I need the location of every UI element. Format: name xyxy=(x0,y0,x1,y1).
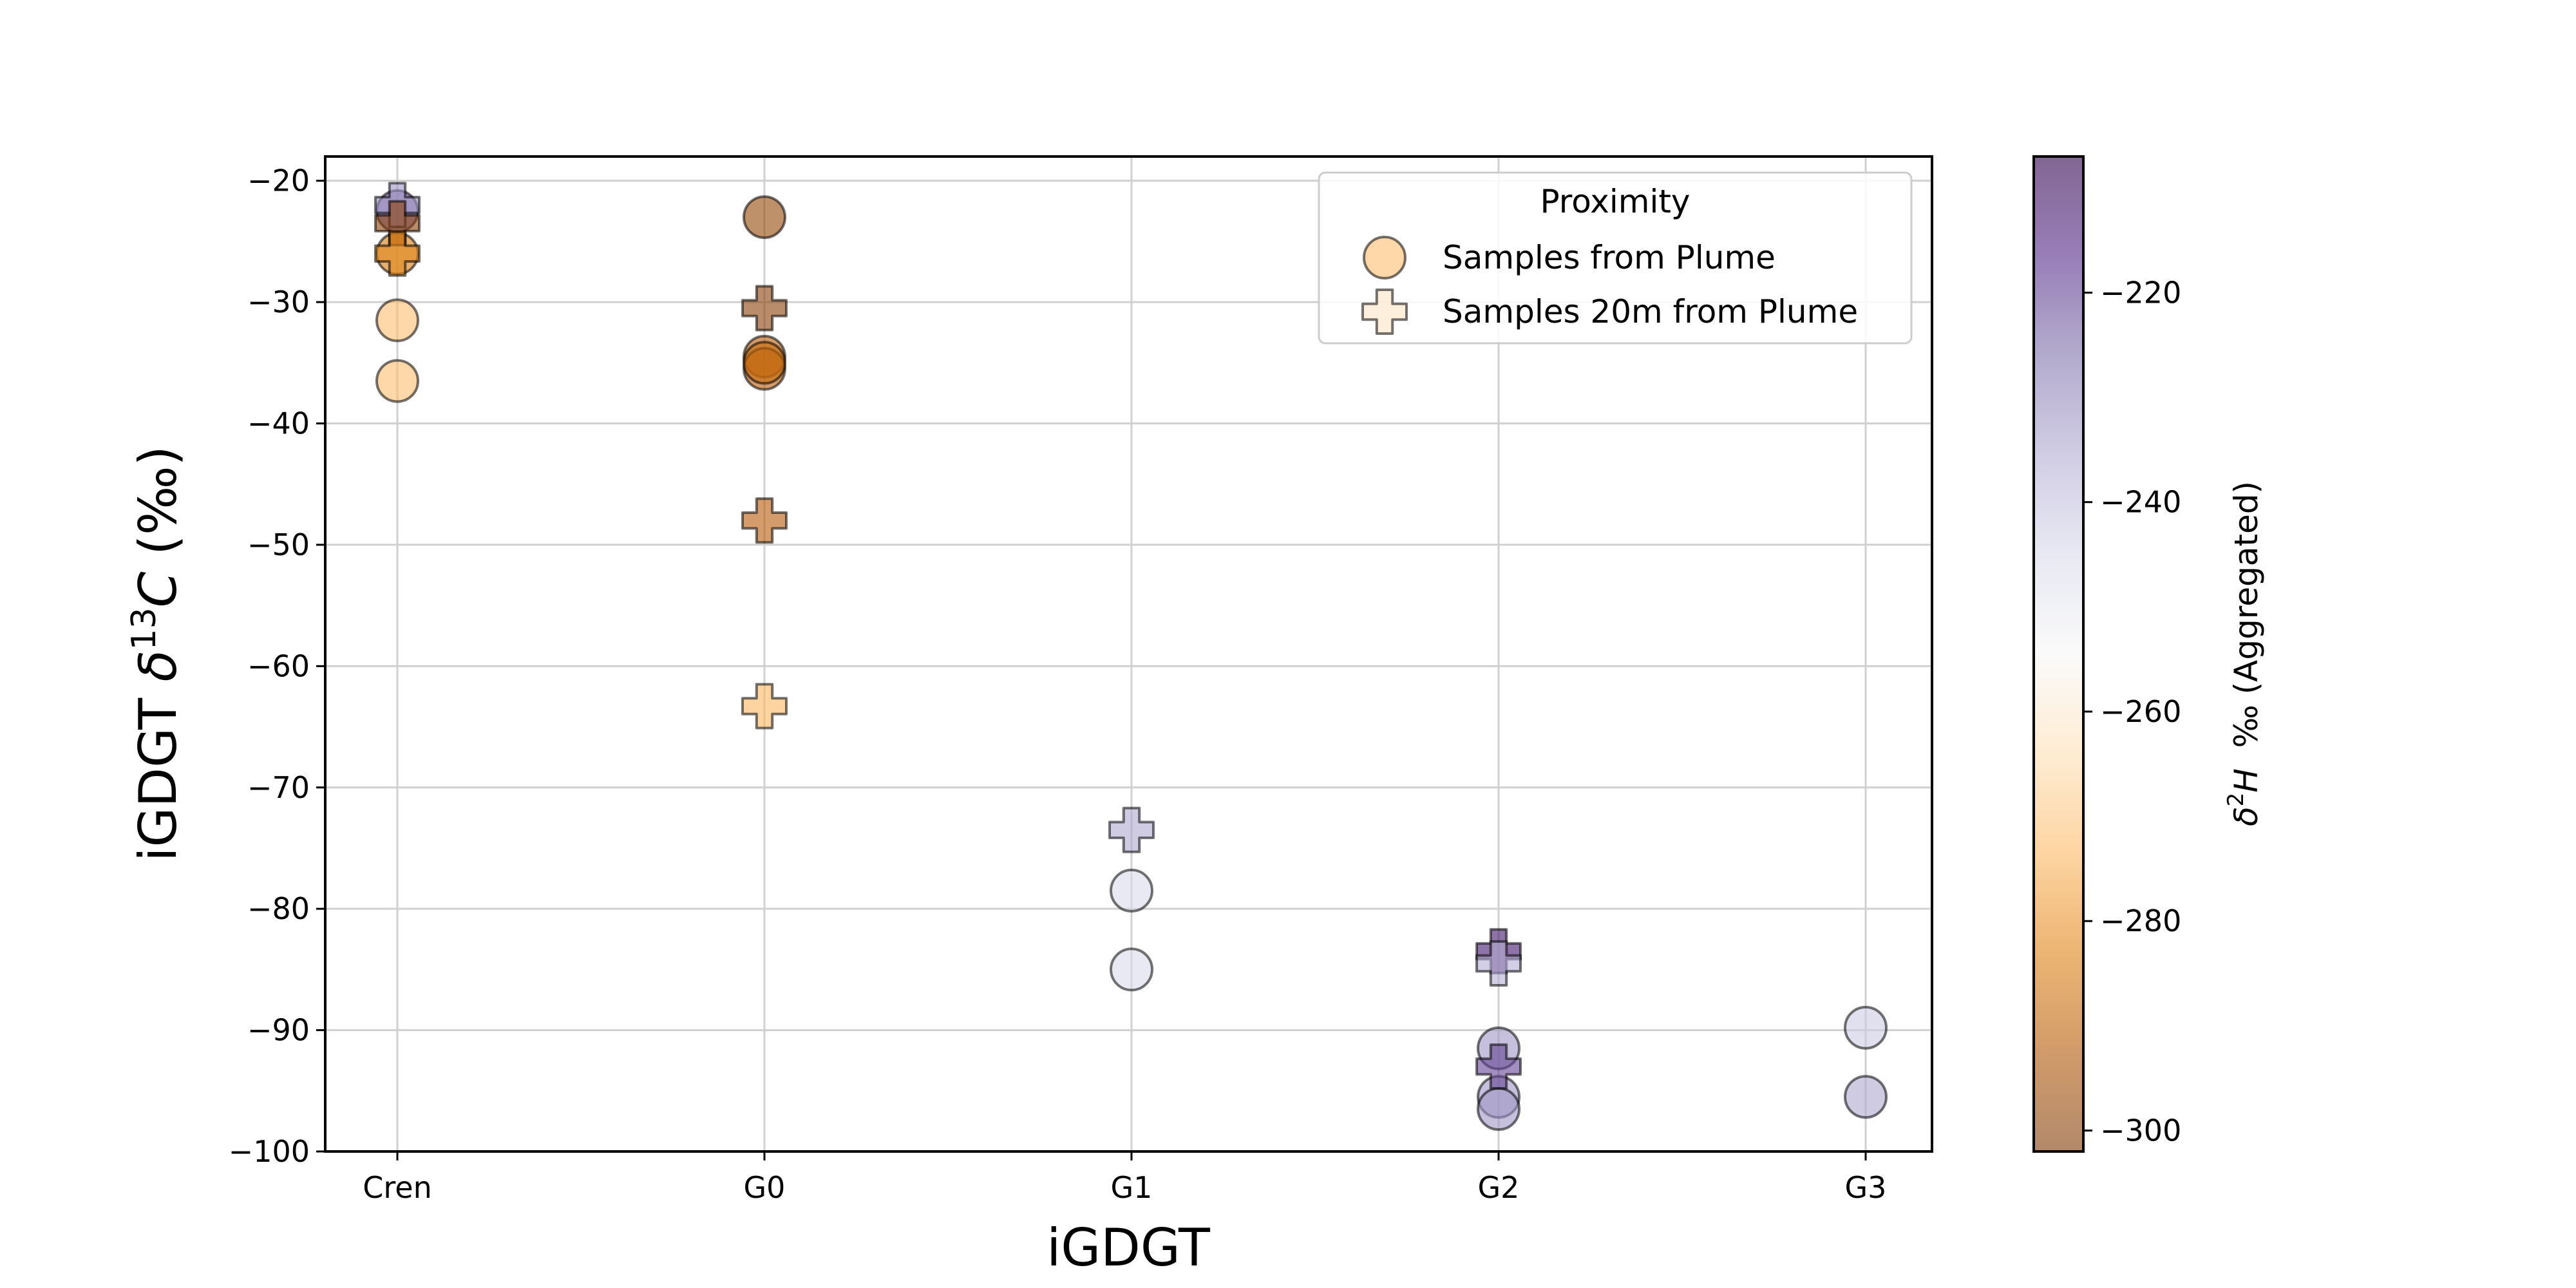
colorbar-tick-label: −300 xyxy=(2100,1113,2181,1148)
colorbar-tick-label: −220 xyxy=(2100,275,2181,310)
legend-box xyxy=(1318,171,1913,345)
y-tick-label: −90 xyxy=(247,1013,310,1048)
y-tick-label: −70 xyxy=(247,770,310,805)
plume-sample-point xyxy=(1844,1075,1888,1119)
plume-sample-point xyxy=(743,341,786,385)
plume-sample-point xyxy=(1477,1087,1520,1132)
plume-sample-point xyxy=(1844,1005,1888,1050)
x-tick-label: G0 xyxy=(744,1170,786,1205)
y-axis-title: iGDGT δ13C (‰) xyxy=(125,446,188,861)
y-tick-label: −30 xyxy=(247,285,310,319)
y-tick-label: −80 xyxy=(247,891,310,926)
colorbar-frame xyxy=(2032,155,2085,1153)
x-axis-title: iGDGT xyxy=(1046,1218,1211,1278)
colorbar-tick-label: −260 xyxy=(2100,694,2181,729)
offset-sample-point xyxy=(741,497,788,544)
offset-sample-point xyxy=(1108,806,1155,853)
y-tick-label: −100 xyxy=(229,1134,310,1169)
plot-frame xyxy=(324,155,1933,1153)
plume-sample-point xyxy=(375,298,419,343)
legend-plus-marker xyxy=(1361,289,1408,335)
offset-sample-point xyxy=(1475,1043,1522,1090)
y-tick-label: −40 xyxy=(247,406,310,441)
plume-sample-point xyxy=(743,195,786,240)
x-axis: Cren G0 G1 G2 G3 xyxy=(363,1151,1886,1205)
x-tick-label: G3 xyxy=(1845,1170,1887,1205)
y-tick-label: −50 xyxy=(247,527,310,562)
legend-label: Samples from Plume xyxy=(1443,239,1776,276)
plume-sample-point xyxy=(375,359,419,403)
legend-circle-marker xyxy=(1363,236,1406,279)
x-tick-label: G2 xyxy=(1478,1170,1520,1205)
x-tick-label: G1 xyxy=(1111,1170,1153,1205)
offset-sample-point xyxy=(1475,940,1522,987)
colorbar: −220 −240 −260 −280 −300 δ2H ‰ (Aggregated) xyxy=(2032,155,2265,1153)
y-tick-label: −60 xyxy=(247,649,310,683)
y-tick-label: −20 xyxy=(247,164,310,198)
plume-sample-point xyxy=(1110,868,1153,913)
data-points xyxy=(374,182,1888,1132)
colorbar-tick-label: −240 xyxy=(2100,485,2181,520)
offset-sample-point xyxy=(374,230,421,277)
colorbar-gradient xyxy=(2034,156,2083,1151)
y-axis: −20 −30 −40 −50 −60 −70 −80 −90 −100 xyxy=(229,164,325,1169)
colorbar-tick-label: −280 xyxy=(2100,904,2181,938)
offset-sample-point xyxy=(741,285,788,332)
offset-sample-point xyxy=(741,683,788,730)
legend-title: Proximity xyxy=(1540,183,1690,220)
legend: Proximity Samples from Plume Samples 20m … xyxy=(1318,171,1913,345)
colorbar-title: δ2H ‰ (Aggregated) xyxy=(2223,481,2265,826)
legend-label: Samples 20m from Plume xyxy=(1443,293,1858,330)
x-tick-label: Cren xyxy=(363,1170,431,1205)
plume-sample-point xyxy=(1110,947,1153,992)
